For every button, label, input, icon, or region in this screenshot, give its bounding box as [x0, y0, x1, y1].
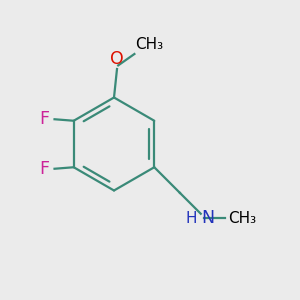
Text: F: F	[40, 160, 50, 178]
Text: H: H	[186, 211, 197, 226]
Text: N: N	[201, 209, 214, 227]
Text: F: F	[40, 110, 50, 128]
Text: CH₃: CH₃	[136, 37, 164, 52]
Text: CH₃: CH₃	[228, 211, 256, 226]
Text: O: O	[110, 50, 124, 68]
